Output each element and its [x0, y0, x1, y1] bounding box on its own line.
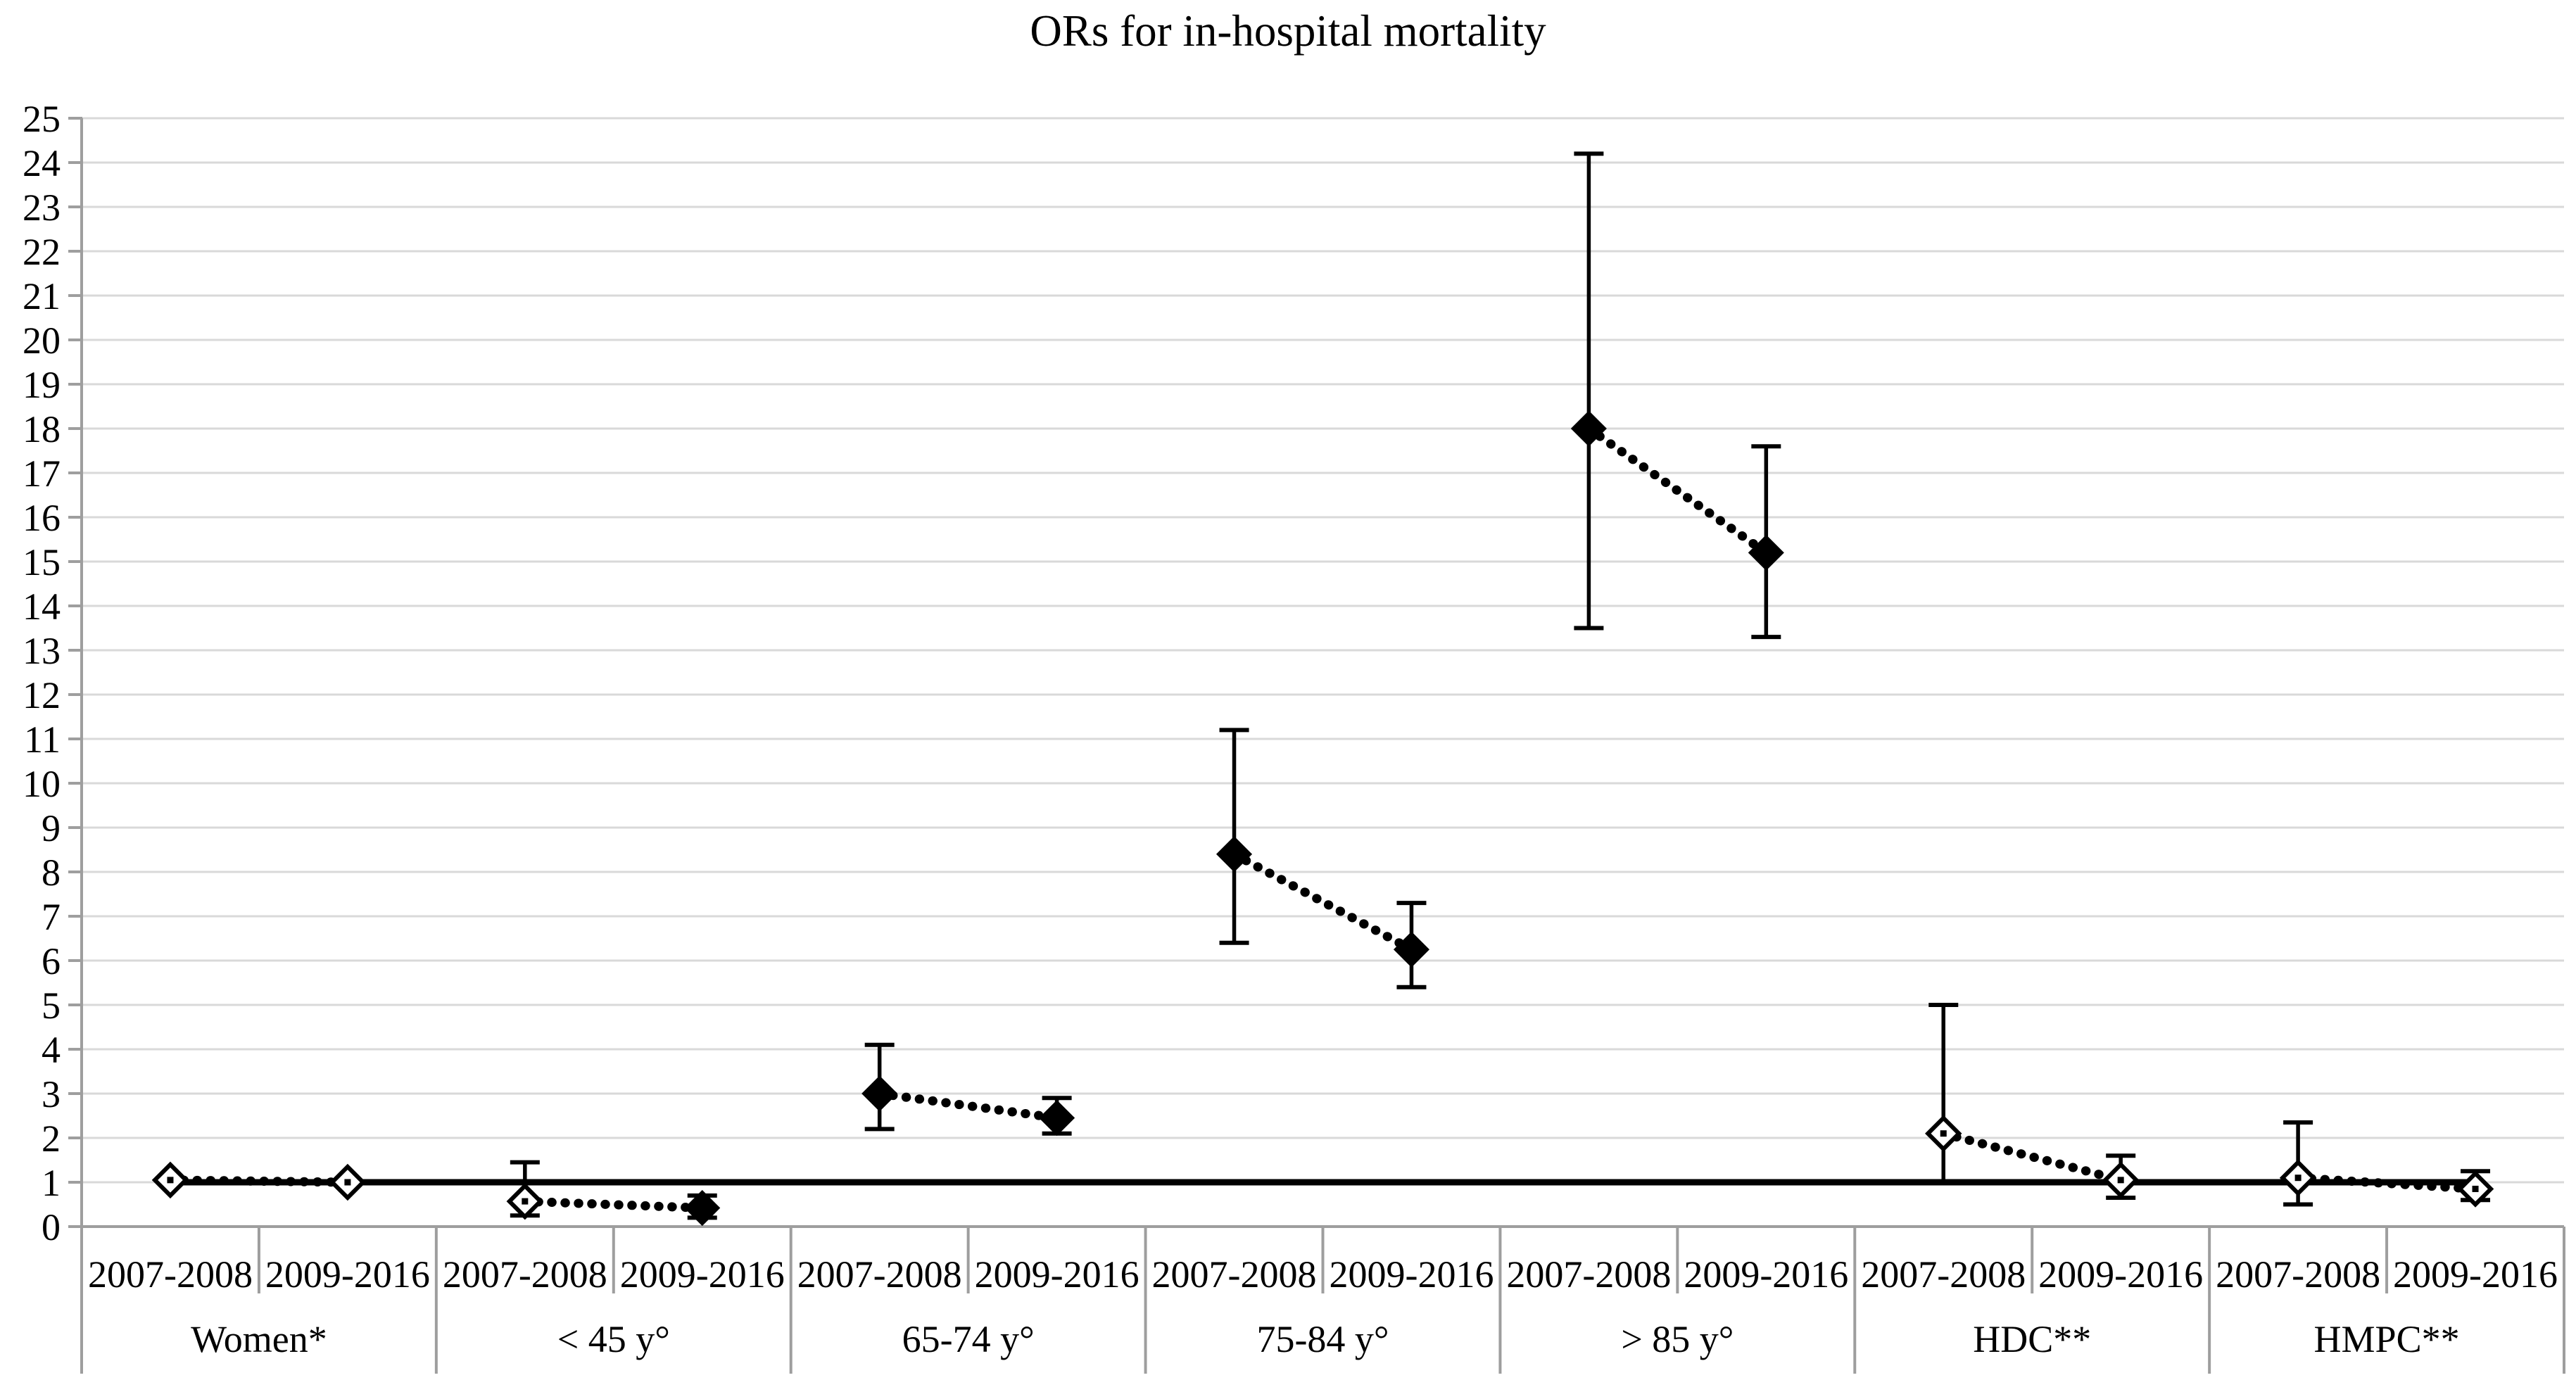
y-tick-label: 9 [42, 807, 61, 849]
y-tick-label: 22 [23, 231, 61, 273]
marker-diamond-filled [1570, 410, 1607, 447]
y-tick-label: 14 [23, 585, 61, 628]
dotted-connector-line [1230, 849, 1416, 954]
period-label: 2009-2016 [975, 1253, 1139, 1296]
group-label: Women* [191, 1318, 327, 1360]
y-tick-label: 25 [23, 98, 61, 140]
dotted-connector-line [1938, 1129, 2126, 1185]
y-tick-label: 10 [23, 763, 61, 805]
marker-center-dot [2294, 1175, 2302, 1182]
period-label: 2007-2008 [1506, 1253, 1671, 1296]
y-tick-label: 12 [23, 674, 61, 716]
dotted-connector-line [520, 1196, 707, 1213]
dotted-connector-line [1584, 424, 1771, 557]
dotted-connector-line [875, 1089, 1062, 1123]
y-tick-label: 18 [23, 408, 61, 450]
marker-center-dot [1940, 1130, 1947, 1137]
y-tick-label: 11 [24, 719, 61, 761]
y-tick-label: 0 [42, 1206, 61, 1248]
marker-diamond-filled [1216, 836, 1253, 873]
y-tick-label: 17 [23, 452, 61, 495]
marker-diamond-filled [1393, 931, 1429, 968]
y-tick-label: 1 [42, 1162, 61, 1204]
marker-center-dot [344, 1179, 351, 1186]
marker-center-dot [2117, 1177, 2124, 1184]
marker-center-dot [167, 1177, 174, 1184]
y-tick-label: 2 [42, 1118, 61, 1160]
group-label: < 45 y° [557, 1318, 670, 1360]
marker-diamond-filled [1039, 1100, 1075, 1137]
period-label: 2009-2016 [2038, 1253, 2203, 1296]
y-tick-label: 13 [23, 630, 61, 672]
period-label: 2007-2008 [1861, 1253, 2026, 1296]
y-tick-label: 20 [23, 319, 61, 362]
group-label: 65-74 y° [902, 1318, 1035, 1360]
period-label: 2009-2016 [1684, 1253, 1848, 1296]
period-label: 2009-2016 [620, 1253, 785, 1296]
period-label: 2009-2016 [1329, 1253, 1494, 1296]
y-tick-label: 5 [42, 985, 61, 1027]
chart-title: ORs for in-hospital mortality [1030, 6, 1546, 56]
dotted-connector-line [2293, 1173, 2480, 1194]
y-tick-label: 4 [42, 1029, 61, 1071]
y-tick-label: 15 [23, 541, 61, 583]
dotted-connector-line [165, 1175, 353, 1187]
marker-center-dot [2472, 1185, 2479, 1192]
marker-diamond-filled [861, 1075, 898, 1112]
period-label: 2007-2008 [1152, 1253, 1317, 1296]
period-label: 2009-2016 [2393, 1253, 2558, 1296]
y-tick-label: 23 [23, 186, 61, 229]
period-label: 2007-2008 [797, 1253, 962, 1296]
period-label: 2009-2016 [265, 1253, 430, 1296]
group-label: > 85 y° [1621, 1318, 1734, 1360]
period-label: 2007-2008 [88, 1253, 253, 1296]
y-tick-label: 21 [23, 275, 61, 317]
y-tick-label: 3 [42, 1073, 61, 1115]
y-tick-label: 8 [42, 852, 61, 894]
group-label: 75-84 y° [1256, 1318, 1389, 1360]
y-tick-label: 24 [23, 142, 61, 184]
y-tick-label: 7 [42, 896, 61, 938]
period-label: 2007-2008 [443, 1253, 607, 1296]
period-label: 2007-2008 [2216, 1253, 2380, 1296]
group-label: HMPC** [2314, 1318, 2460, 1360]
group-label: HDC** [1973, 1318, 2091, 1360]
marker-diamond-filled [684, 1190, 721, 1227]
y-tick-label: 19 [23, 364, 61, 406]
y-tick-label: 16 [23, 497, 61, 539]
marker-diamond-filled [1748, 534, 1784, 571]
marker-center-dot [522, 1198, 529, 1205]
y-tick-label: 6 [42, 940, 61, 982]
